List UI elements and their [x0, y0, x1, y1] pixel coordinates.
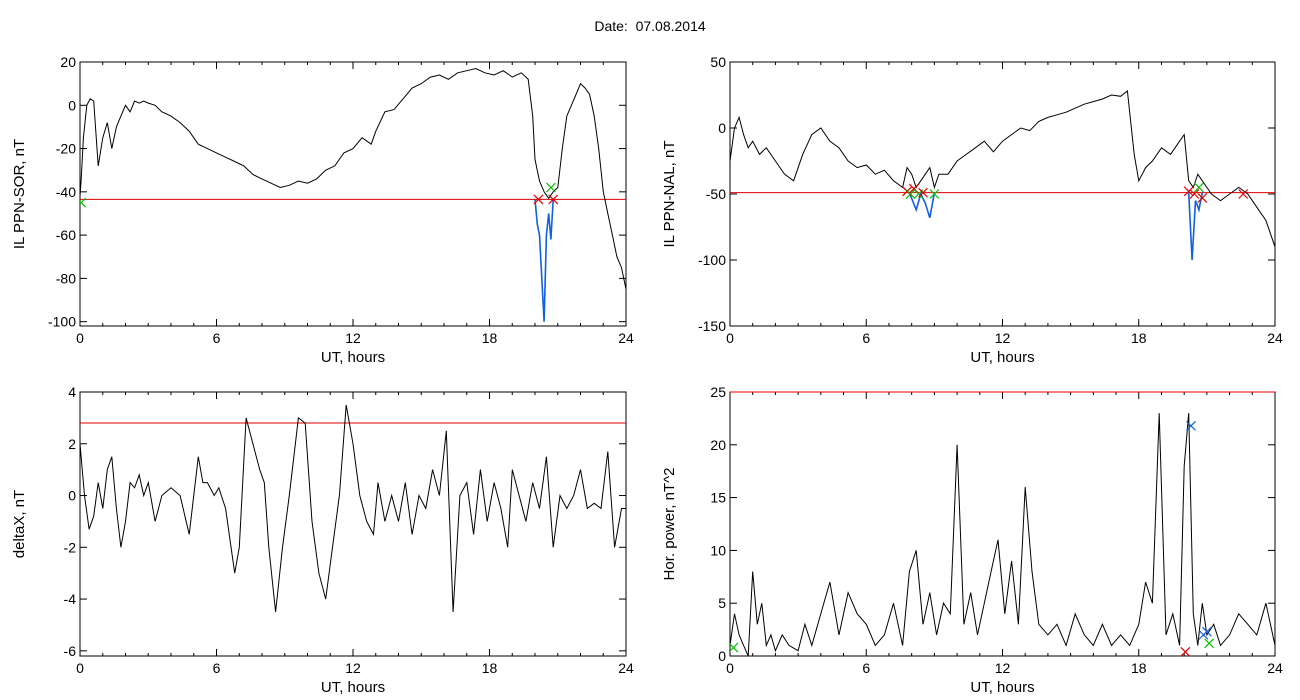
x-tick-label: 12 — [345, 330, 361, 346]
y-tick-label: 0 — [68, 97, 76, 113]
series-line — [730, 413, 1275, 657]
event-series-line — [1187, 192, 1204, 261]
y-tick-label: 2 — [68, 436, 76, 452]
x-axis-label: UT, hours — [970, 679, 1034, 696]
series-line — [730, 90, 1275, 247]
y-tick-label: -2 — [64, 539, 77, 555]
x-tick-label: 0 — [76, 330, 84, 346]
x-tick-label: 6 — [213, 330, 221, 346]
y-tick-label: 20 — [710, 437, 726, 453]
x-tick-label: 24 — [1267, 660, 1283, 676]
y-tick-label: -60 — [56, 227, 76, 243]
figure-title: Date: 07.08.2014 — [0, 18, 1300, 34]
y-tick-label: -150 — [698, 318, 726, 334]
y-tick-label: 50 — [710, 54, 726, 70]
x-axis-label: UT, hours — [321, 679, 385, 696]
event-marker — [1197, 193, 1208, 203]
event-marker — [80, 197, 87, 208]
x-tick-label: 12 — [345, 660, 361, 676]
event-marker — [548, 194, 559, 205]
y-tick-label: 0 — [68, 488, 76, 504]
chart-ppn-nal: 0 6 12 18 24 50 0 -50 -100 -150 UT, hours IL PPN-NA… — [661, 54, 1283, 366]
x-tick-label: 12 — [995, 330, 1011, 346]
y-axis-label: deltaX, nT — [11, 490, 28, 558]
x-tick-label: 0 — [76, 660, 84, 676]
y-tick-label: -6 — [64, 643, 77, 659]
event-marker — [1186, 420, 1196, 431]
y-tick-label: -20 — [56, 141, 76, 157]
y-tick-label: 4 — [68, 384, 76, 400]
plot-area — [80, 67, 626, 322]
y-tick-label: -100 — [48, 314, 76, 330]
event-marker — [546, 182, 556, 193]
x-tick-label: 0 — [726, 330, 734, 346]
chart-deltax: 0 6 12 18 24 4 2 0 -2 -4 -6 UT, hours deltaX, nT — [11, 384, 634, 696]
plot-area — [80, 404, 626, 613]
y-tick-label: 0 — [718, 120, 726, 136]
event-marker — [730, 642, 739, 653]
x-tick-label: 24 — [618, 330, 634, 346]
chart-hor-power: 0 6 12 18 24 25 20 15 10 5 0 UT, hours Hor. power, n… — [661, 384, 1283, 696]
x-tick-label: 0 — [726, 660, 734, 676]
y-tick-label: -80 — [56, 270, 76, 286]
y-axis-label: IL PPN-NAL, nT — [661, 141, 678, 248]
event-marker — [1183, 186, 1194, 197]
x-tick-label: 6 — [862, 330, 870, 346]
date-value: 07.08.2014 — [635, 18, 706, 34]
event-marker — [918, 187, 928, 198]
event-marker — [929, 189, 940, 199]
event-marker — [905, 189, 916, 199]
x-axis-label: UT, hours — [321, 349, 385, 366]
event-marker — [1180, 646, 1191, 657]
x-tick-label: 18 — [482, 660, 498, 676]
event-marker — [1238, 189, 1249, 199]
event-marker — [1194, 182, 1204, 193]
plot-frame — [729, 61, 1276, 327]
x-tick-label: 18 — [1131, 330, 1147, 346]
event-marker — [1189, 189, 1200, 199]
y-tick-label: 0 — [718, 648, 726, 664]
event-marker — [1201, 626, 1212, 637]
x-tick-label: 24 — [618, 660, 634, 676]
y-tick-label: -100 — [698, 252, 726, 268]
series-line — [80, 404, 626, 613]
y-tick-label: 20 — [60, 54, 76, 70]
chart-ppn-sor: 0 6 12 18 24 20 0 -20 -40 -60 -80 -100 UT, hours IL P… — [11, 54, 634, 366]
y-tick-label: -4 — [64, 591, 77, 607]
series-line — [80, 67, 626, 290]
x-tick-label: 6 — [862, 660, 870, 676]
y-tick-label: 5 — [718, 595, 726, 611]
y-axis-label: IL PPN-SOR, nT — [11, 139, 28, 249]
date-label: Date: — [594, 18, 628, 34]
x-tick-label: 24 — [1267, 330, 1283, 346]
event-marker — [1204, 638, 1215, 649]
x-tick-label: 18 — [482, 330, 498, 346]
y-axis-label: Hor. power, nT^2 — [661, 468, 678, 581]
y-tick-label: -40 — [56, 184, 76, 200]
x-axis-label: UT, hours — [970, 349, 1034, 366]
event-series-line — [908, 191, 936, 219]
y-tick-label: -50 — [706, 186, 726, 202]
y-tick-label: 25 — [710, 384, 726, 400]
event-marker — [533, 194, 544, 205]
x-tick-label: 12 — [995, 660, 1011, 676]
plot-area — [730, 90, 1275, 261]
y-tick-label: 15 — [710, 490, 726, 506]
plot-frame — [79, 61, 627, 327]
plot-frame — [79, 391, 627, 657]
x-tick-label: 18 — [1131, 660, 1147, 676]
plot-area — [730, 391, 1275, 657]
y-tick-label: 10 — [710, 542, 726, 558]
x-tick-label: 6 — [213, 660, 221, 676]
event-series-line — [534, 199, 554, 322]
